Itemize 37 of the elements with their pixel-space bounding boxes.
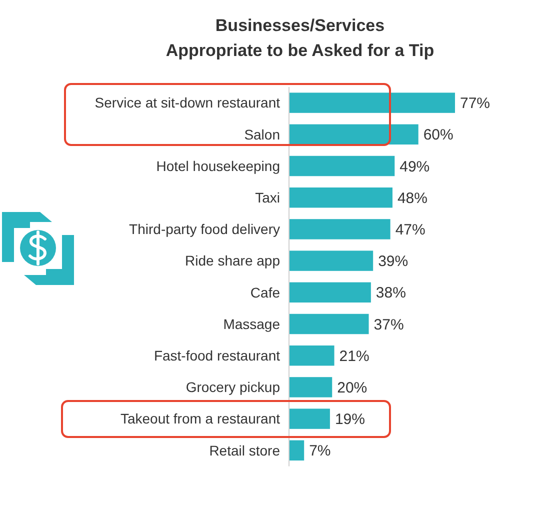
bar: [289, 219, 390, 240]
y-tick-label: Third-party food delivery: [129, 221, 280, 238]
bar: [289, 440, 304, 461]
y-tick-label: Service at sit-down restaurant: [94, 94, 280, 111]
data-label: 48%: [397, 190, 428, 207]
y-tick-label: Ride share app: [185, 252, 280, 269]
bar: [289, 92, 455, 113]
chart-title: Businesses/Services Appropriate to be Asked for a Tip: [166, 16, 434, 60]
data-label: 20%: [337, 379, 368, 396]
data-label: 21%: [339, 348, 370, 365]
bar: [289, 345, 334, 366]
data-label: 39%: [378, 253, 408, 270]
bar: [289, 156, 395, 176]
data-label: 47%: [395, 221, 426, 238]
bar: [289, 314, 369, 334]
y-tick-label: Salon: [244, 126, 280, 142]
y-tick-label: Taxi: [255, 190, 280, 206]
bar: [289, 282, 371, 303]
data-label: 7%: [309, 442, 331, 460]
y-tick-label: Retail store: [209, 442, 280, 458]
data-label: 77%: [460, 95, 490, 112]
data-label: 60%: [423, 126, 454, 144]
data-label: 37%: [374, 316, 404, 334]
y-tick-label: Massage: [223, 316, 280, 332]
y-tick-label: Cafe: [250, 284, 280, 300]
bar: [289, 187, 392, 208]
bar: [289, 377, 332, 398]
bar: [289, 250, 374, 271]
y-tick-label: Takeout from a restaurant: [120, 410, 280, 427]
y-tick-label: Hotel housekeeping: [156, 158, 280, 174]
bar: [289, 124, 418, 145]
bar: [289, 408, 330, 429]
y-tick-label: Fast-food restaurant: [154, 348, 280, 364]
data-label: 38%: [376, 284, 406, 302]
data-label: 49%: [400, 158, 430, 176]
y-tick-label: Grocery pickup: [186, 379, 280, 396]
data-label: 19%: [334, 411, 365, 428]
